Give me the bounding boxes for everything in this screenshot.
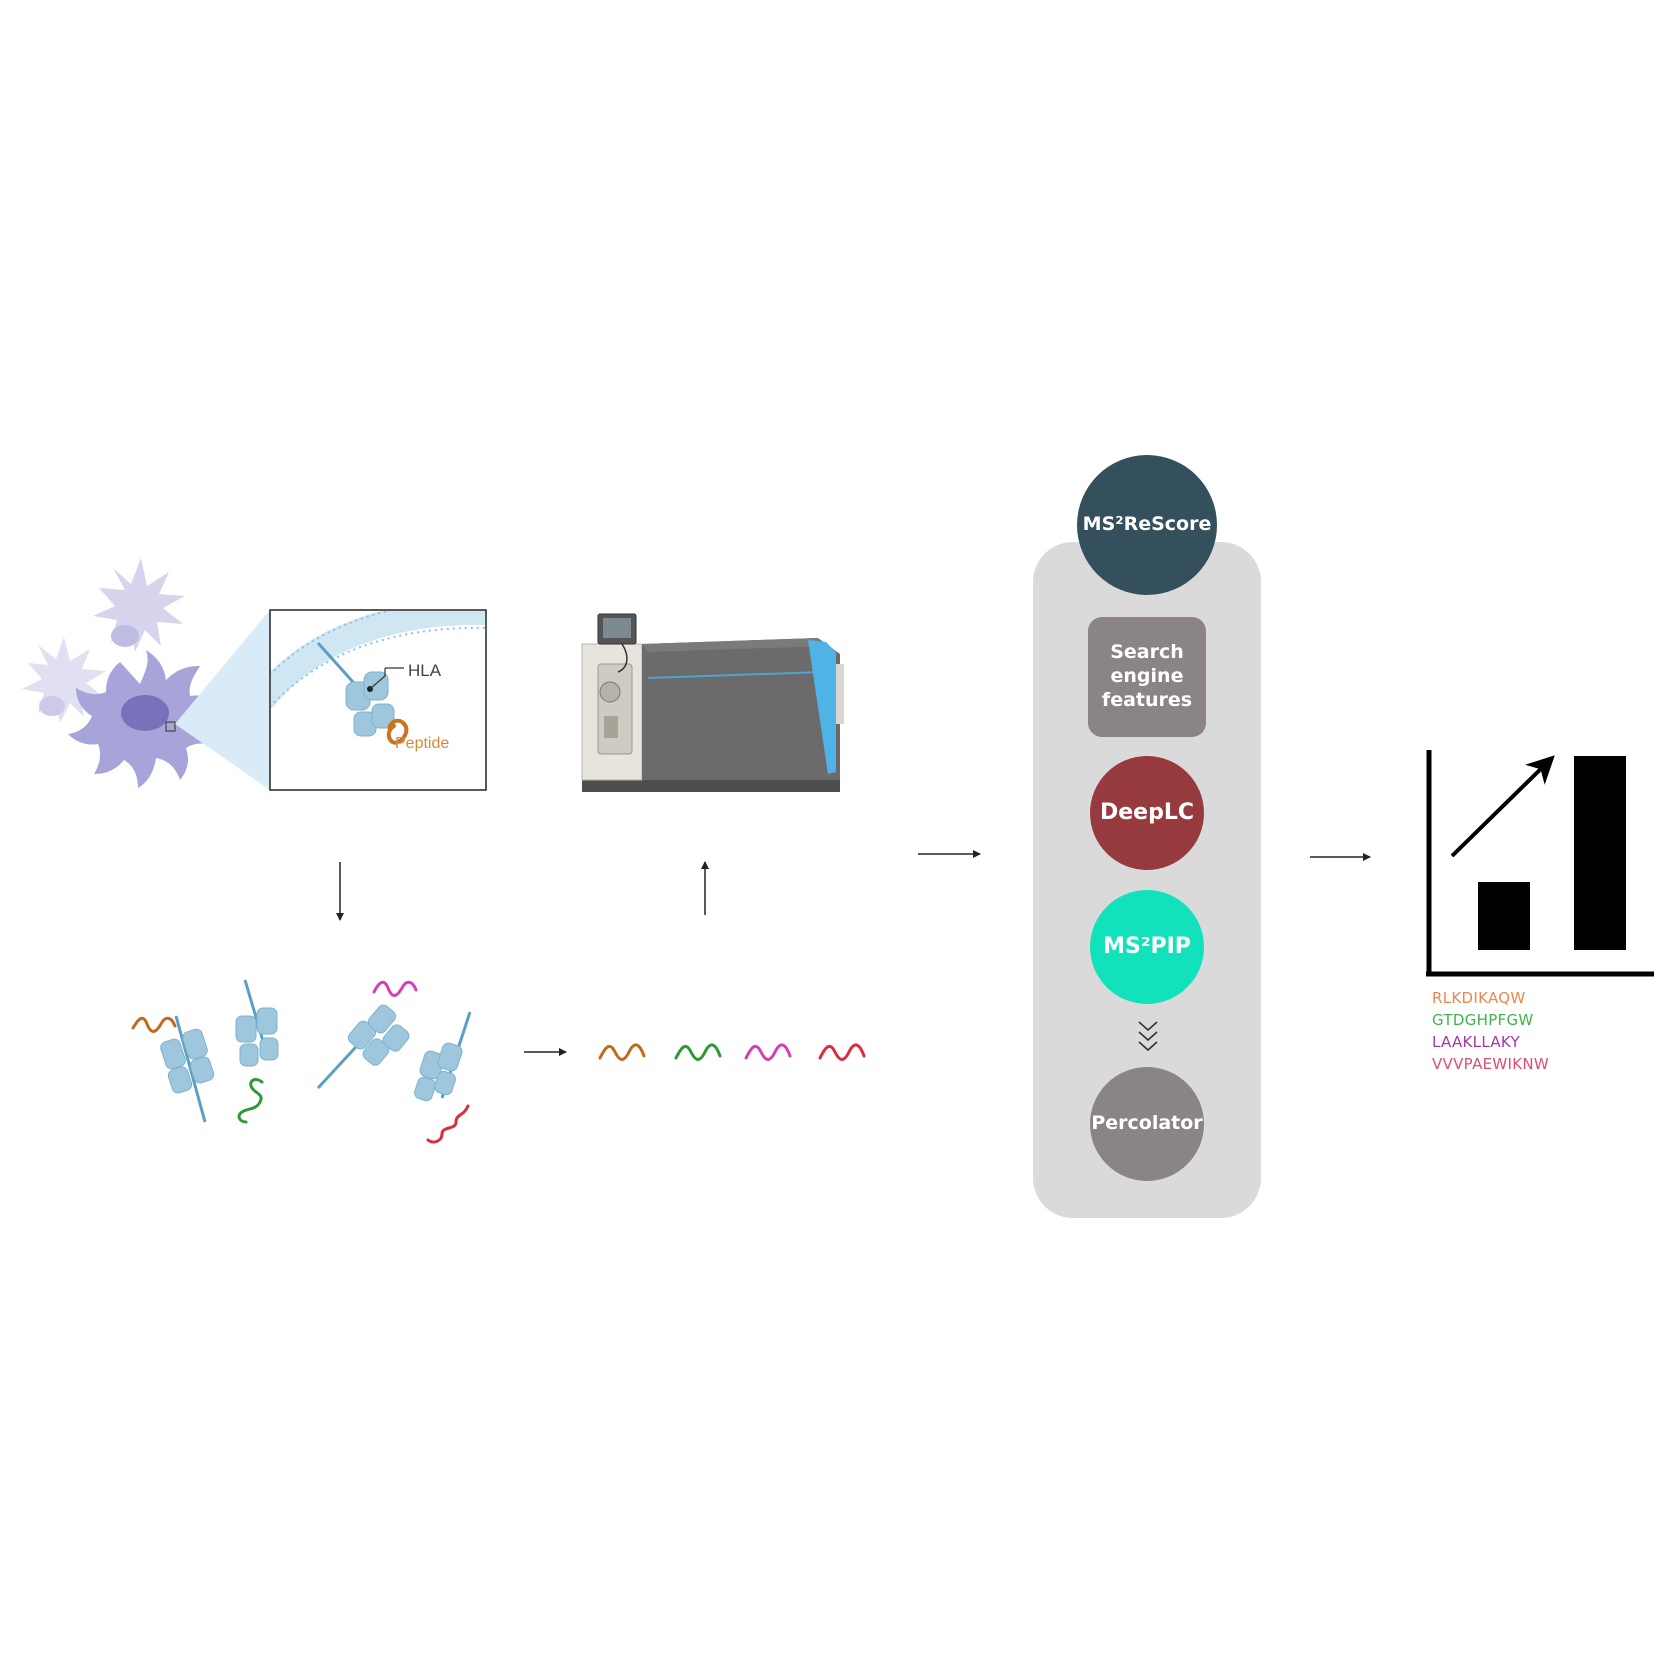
- search-engine-label: Search engine features: [1101, 641, 1193, 711]
- ms2rescore-node: MS²ReScore: [1077, 455, 1217, 595]
- ms2pip-node: MS²PIP: [1090, 890, 1204, 1004]
- percolator-label: Percolator: [1091, 1112, 1203, 1135]
- peptide-wave-icon: [372, 980, 418, 997]
- ms2rescore-title: MS²ReScore: [1082, 513, 1212, 536]
- hla-label: HLA: [408, 661, 442, 680]
- peptide-label: Peptide: [395, 735, 449, 752]
- peptide-wave-icon: [674, 1043, 722, 1061]
- deeplc-node: DeepLC: [1090, 756, 1204, 870]
- mass-spectrometer-icon: [581, 613, 844, 792]
- peptide-wave-icon: [131, 1016, 177, 1033]
- deeplc-label: DeepLC: [1099, 800, 1194, 826]
- peptide-wave-icon: [598, 1043, 646, 1061]
- result-sequence: GTDGHPFGW: [1432, 1011, 1534, 1029]
- peptide-wave-icon: [237, 1078, 264, 1124]
- double-chevron-down-icon: [1138, 1021, 1158, 1052]
- search-engine-node: Search engine features: [1088, 617, 1206, 737]
- peptide-wave-icon: [818, 1043, 866, 1061]
- result-sequence: RLKDIKAQW: [1432, 989, 1526, 1007]
- ms2pip-label: MS²PIP: [1103, 934, 1191, 960]
- percolator-node: Percolator: [1090, 1067, 1204, 1181]
- hla-inset: HLA Peptide: [269, 609, 487, 791]
- free-peptides: [598, 1043, 866, 1061]
- peptide-wave-icon: [426, 1104, 470, 1144]
- hla-peptide-complexes: [131, 979, 472, 1144]
- peptide-wave-icon: [744, 1043, 792, 1061]
- result-sequence: VVVPAEWIKNW: [1432, 1055, 1550, 1073]
- result-sequence: LAAKLLAKY: [1432, 1033, 1520, 1051]
- zoom-cone: [175, 610, 270, 790]
- bar-chart-increase-icon: [1426, 750, 1654, 977]
- dendritic-cell-icon: [22, 558, 222, 788]
- bound-peptide-icon: [386, 718, 409, 745]
- hla-molecule-icon: [345, 671, 395, 737]
